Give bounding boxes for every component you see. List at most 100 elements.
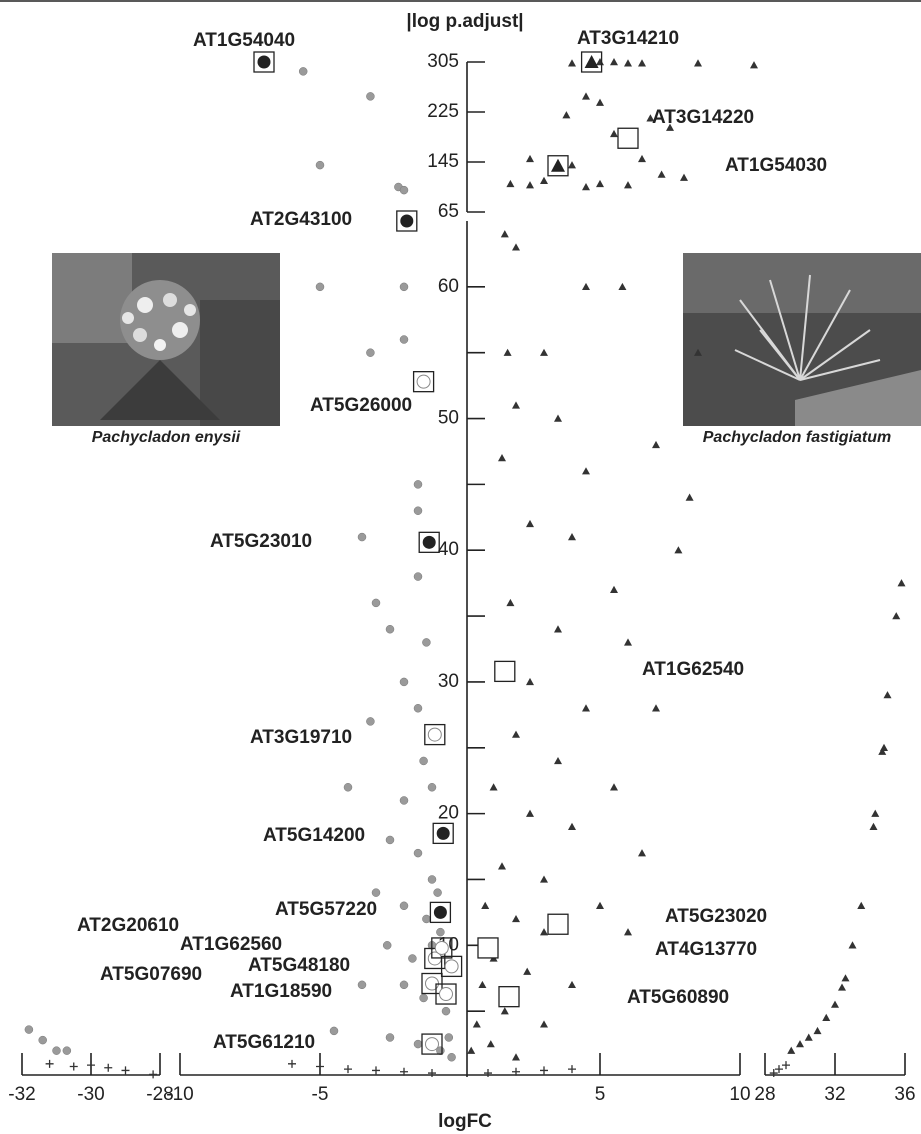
- point: [526, 181, 534, 189]
- x-tick-label: 32: [824, 1084, 845, 1105]
- point: [399, 796, 409, 805]
- point: [52, 1046, 61, 1055]
- point: [624, 181, 632, 189]
- point: [472, 1020, 481, 1028]
- point: [413, 572, 423, 581]
- y-axis-label: |log p.adjust|: [406, 11, 523, 32]
- point: [506, 179, 515, 188]
- gene-label: AT1G54030: [725, 155, 827, 176]
- gene-box: [429, 901, 452, 924]
- point: [638, 59, 646, 67]
- point: [582, 282, 590, 291]
- point: [582, 704, 590, 712]
- point: [674, 546, 683, 554]
- gene-box: [435, 983, 457, 1005]
- point: [315, 160, 325, 170]
- point: [694, 59, 702, 67]
- point: [568, 533, 576, 541]
- point: [413, 704, 423, 713]
- point: [413, 480, 423, 489]
- point: [343, 783, 353, 792]
- point: [562, 111, 571, 119]
- gene-box: [253, 51, 275, 73]
- gene-label: AT3G14220: [652, 107, 754, 128]
- gene-label: AT5G07690: [100, 964, 202, 985]
- point: [769, 1069, 778, 1078]
- point: [366, 717, 375, 726]
- point: [582, 183, 590, 191]
- point: [441, 1006, 451, 1016]
- point: [69, 1062, 78, 1071]
- point: [568, 822, 576, 830]
- point: [624, 928, 632, 936]
- point: [500, 1007, 509, 1015]
- point: [526, 677, 534, 686]
- gene-box: [418, 531, 440, 553]
- gene-box: [440, 955, 463, 978]
- point: [596, 179, 604, 188]
- point: [554, 756, 562, 765]
- point: [568, 161, 576, 169]
- x-axis-label: logFC: [438, 1111, 492, 1132]
- point: [638, 154, 646, 163]
- point: [540, 348, 548, 356]
- point: [787, 1046, 796, 1054]
- gene-box: [421, 1033, 443, 1055]
- gene-marker: [425, 1037, 439, 1052]
- gene-label: AT5G61210: [213, 1032, 315, 1053]
- gene-box: [477, 937, 499, 959]
- gene-marker: [436, 826, 450, 840]
- gene-label: AT1G62540: [642, 659, 744, 680]
- point: [288, 1059, 296, 1068]
- point: [344, 1065, 352, 1074]
- point: [796, 1040, 804, 1048]
- point: [526, 809, 534, 817]
- y-tick-label: 60: [438, 276, 459, 297]
- point: [540, 176, 548, 184]
- point: [624, 59, 632, 67]
- point: [372, 1066, 380, 1075]
- gene-marker: [439, 987, 453, 1002]
- y-tick-label: 65: [438, 201, 459, 222]
- point: [652, 440, 660, 449]
- point: [382, 941, 392, 950]
- point: [554, 414, 562, 422]
- point: [526, 154, 534, 163]
- point: [685, 493, 694, 501]
- point: [447, 1052, 456, 1062]
- point: [540, 1020, 548, 1028]
- point: [24, 1025, 34, 1034]
- point: [857, 901, 866, 909]
- point: [385, 835, 395, 845]
- point: [750, 61, 758, 69]
- point: [498, 454, 506, 462]
- point: [871, 809, 880, 817]
- point: [540, 1066, 548, 1075]
- point: [892, 612, 901, 620]
- point: [506, 598, 515, 607]
- gene-box: [580, 51, 603, 73]
- point: [419, 993, 428, 1003]
- point: [657, 170, 666, 178]
- x-tick-label: -30: [77, 1084, 104, 1105]
- point: [596, 98, 604, 106]
- point: [512, 401, 520, 409]
- point: [610, 129, 618, 138]
- gene-marker: [551, 158, 565, 172]
- point: [523, 967, 532, 975]
- x-tick-label: 28: [754, 1084, 775, 1105]
- gene-label: AT5G60890: [627, 987, 729, 1008]
- point: [554, 625, 562, 633]
- gene-marker: [433, 905, 447, 919]
- point: [104, 1063, 113, 1072]
- y-tick-label: 40: [438, 539, 459, 560]
- y-tick-label: 50: [438, 408, 459, 429]
- point: [371, 598, 381, 608]
- y-tick-label: 20: [438, 803, 459, 824]
- point: [512, 1067, 520, 1076]
- gene-label: AT5G23010: [210, 531, 312, 552]
- point: [467, 1046, 476, 1054]
- point: [831, 1000, 839, 1008]
- point: [869, 822, 878, 830]
- gene-box: [424, 723, 446, 746]
